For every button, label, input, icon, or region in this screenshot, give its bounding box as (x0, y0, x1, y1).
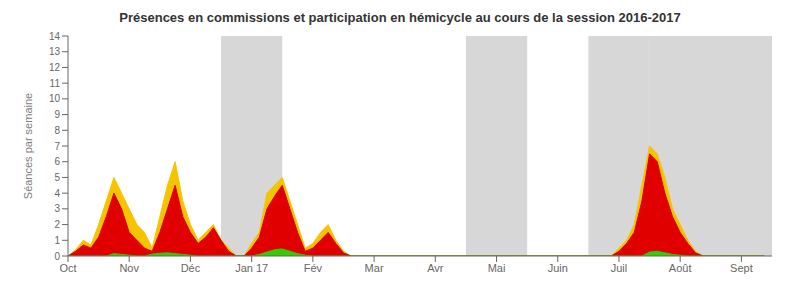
svg-text:10: 10 (49, 93, 61, 104)
svg-text:Séances par semaine: Séances par semaine (22, 93, 34, 199)
svg-text:5: 5 (54, 172, 60, 183)
svg-text:8: 8 (54, 125, 60, 136)
svg-text:12: 12 (49, 62, 61, 73)
svg-text:6: 6 (54, 156, 60, 167)
svg-text:9: 9 (54, 109, 60, 120)
svg-text:Août: Août (669, 262, 692, 274)
svg-text:Avr: Avr (427, 262, 444, 274)
svg-text:7: 7 (54, 141, 60, 152)
html-text:Présences en commissions et pa: Présences en commissions et participatio… (119, 10, 681, 25)
svg-text:Juin: Juin (548, 262, 568, 274)
svg-text:Nov: Nov (119, 262, 139, 274)
svg-text:Oct: Oct (59, 262, 76, 274)
svg-text:Mar: Mar (365, 262, 384, 274)
svg-text:1: 1 (54, 235, 60, 246)
svg-text:Fév: Fév (304, 262, 323, 274)
svg-text:Mai: Mai (488, 262, 506, 274)
svg-text:Déc: Déc (181, 262, 201, 274)
svg-text:14: 14 (49, 31, 61, 42)
svg-text:3: 3 (54, 203, 60, 214)
svg-text:0: 0 (54, 251, 60, 262)
svg-text:11: 11 (50, 78, 61, 89)
svg-text:4: 4 (54, 188, 60, 199)
svg-text:Sept: Sept (730, 262, 753, 274)
svg-text:Jan 17: Jan 17 (235, 262, 268, 274)
svg-text:2: 2 (54, 219, 60, 230)
svg-text:Juil: Juil (611, 262, 628, 274)
svg-text:13: 13 (49, 46, 61, 57)
